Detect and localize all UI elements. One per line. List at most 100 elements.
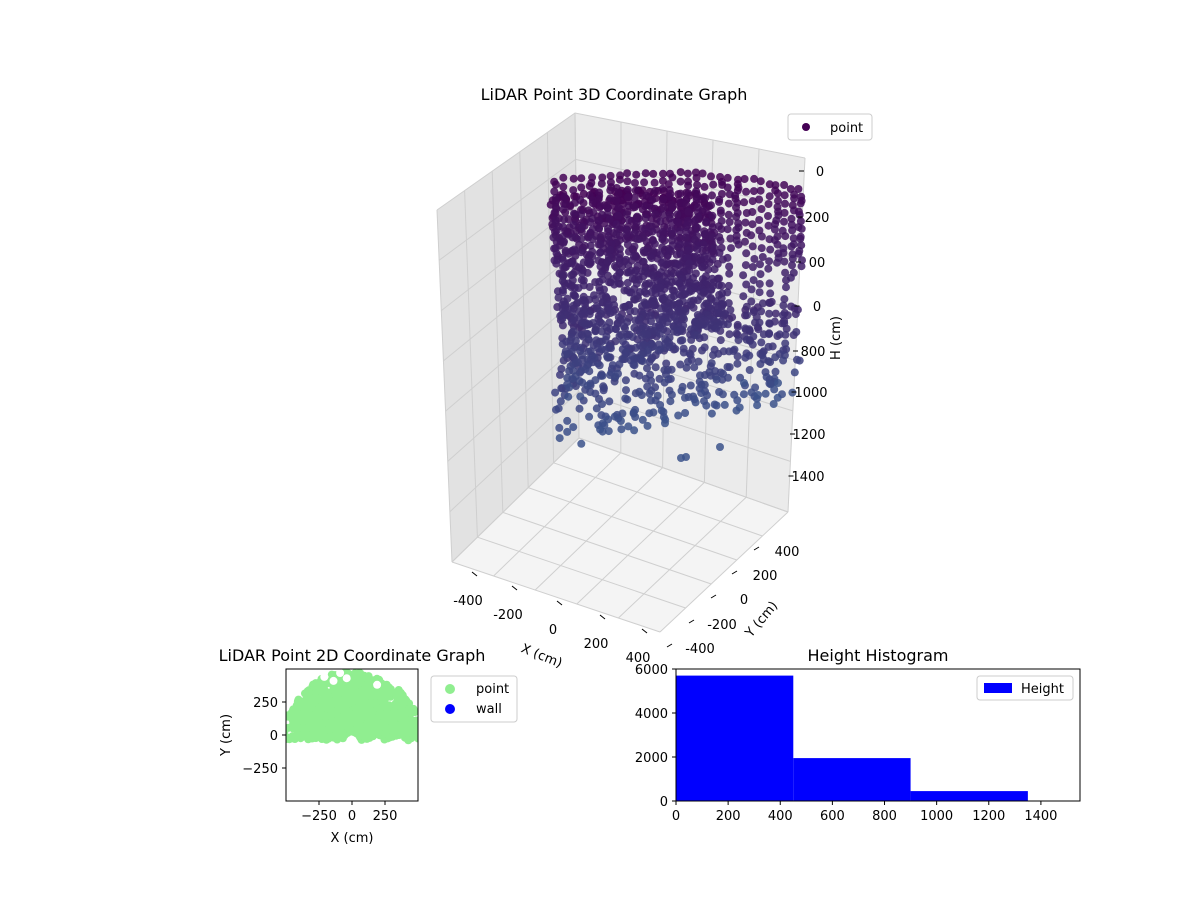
lidar-point-3d [649, 408, 658, 417]
lidar-point-3d [718, 255, 727, 264]
lidar-point-3d [654, 346, 663, 355]
lidar-point-3d [779, 301, 788, 310]
scatter-2d-chart: LiDAR Point 2D Coordinate Graph −250 0 250… [219, 646, 518, 846]
lidar-point-3d [782, 276, 790, 285]
lidar-point-2d [405, 706, 414, 715]
lidar-point-3d [630, 242, 639, 251]
lidar-point-3d [577, 210, 586, 219]
lidar-point-2d [317, 697, 326, 706]
lidar-point-3d [577, 330, 586, 339]
lidar-point-3d [582, 321, 591, 330]
lidar-point-3d [610, 412, 619, 421]
lidar-point-3d [780, 319, 789, 328]
lidar-point-2d [380, 696, 389, 705]
lidar-point-3d [578, 269, 587, 278]
grid-line-3d [528, 487, 737, 561]
grid-line-3d [618, 496, 747, 619]
lidar-point-3d [700, 182, 709, 191]
lidar-point-3d [756, 260, 764, 269]
lidar-point-3d [755, 216, 764, 224]
lidar-point-3d [725, 330, 734, 339]
lidar-point-3d [725, 269, 734, 278]
legend-hist-swatch [984, 683, 1012, 693]
y-tick-label-hist: 6000 [635, 663, 668, 678]
lidar-point-3d [625, 288, 634, 297]
lidar-point-3d [586, 388, 595, 396]
lidar-point-3d [606, 325, 615, 334]
lidar-point-3d [556, 397, 565, 406]
x-tick-label-3d: 0 [549, 623, 557, 638]
lidar-point-3d [679, 348, 688, 357]
axes-3d-ticks: -400-2000200400-400-20002004000200000800… [453, 165, 829, 666]
lidar-point-3d [724, 281, 733, 290]
lidar-point-3d [705, 368, 714, 377]
lidar-point-3d [567, 259, 576, 268]
lidar-point-3d [742, 311, 751, 320]
lidar-point-3d [631, 179, 639, 187]
lidar-point-3d [683, 221, 692, 230]
lidar-point-3d [675, 227, 684, 236]
lidar-point-3d [624, 215, 633, 224]
lidar-point-2d [371, 699, 380, 708]
lidar-point-3d [780, 181, 789, 189]
lidar-point-3d [624, 247, 633, 256]
lidar-point-3d [770, 225, 779, 234]
lidar-point-3d [780, 191, 789, 200]
lidar-point-3d [556, 370, 564, 379]
lidar-point-3d [642, 191, 651, 200]
lidar-point-3d [659, 203, 667, 212]
lidar-point-3d [757, 232, 766, 241]
lidar-point-3d [781, 199, 789, 208]
lidar-point-3d [551, 180, 560, 189]
lidar-point-3d [647, 254, 656, 263]
lidar-point-3d [570, 245, 579, 254]
lidar-point-3d [566, 341, 575, 350]
lidar-point-3d [632, 170, 641, 179]
lidar-point-3d [551, 388, 560, 397]
lidar-point-3d [741, 324, 750, 333]
lidar-point-2d [344, 690, 353, 699]
lidar-point-3d [569, 423, 578, 432]
lidar-point-3d [666, 397, 675, 406]
lidar-point-3d [638, 357, 647, 366]
lidar-point-3d [742, 335, 751, 344]
lidar-point-3d [781, 232, 790, 241]
lidar-point-3d [642, 280, 650, 288]
lidar-point-3d [651, 186, 660, 195]
lidar-point-3d [614, 211, 623, 220]
lidar-point-3d [645, 357, 654, 366]
lidar-point-3d [623, 240, 632, 249]
lidar-point-3d [606, 245, 614, 254]
lidar-point-2d [389, 709, 397, 718]
lidar-point-3d [739, 271, 748, 280]
x-tick-label-hist: 0 [672, 809, 680, 824]
legend-2d-point-label: point [476, 682, 509, 697]
lidar-point-3d [691, 398, 700, 407]
legend-hist: Height [976, 675, 1074, 701]
lidar-point-3d [640, 178, 649, 187]
lidar-point-3d [739, 292, 748, 301]
lidar-point-3d [724, 199, 733, 208]
lidar-point-3d [658, 184, 667, 193]
lidar-point-3d [725, 347, 734, 356]
lidar-point-3d [773, 258, 781, 267]
lidar-point-3d [787, 302, 796, 311]
lidar-point-2d [299, 723, 307, 732]
grid-line-3d [436, 209, 453, 563]
x-tick-label-3d: 200 [584, 637, 609, 652]
lidar-point-3d [558, 223, 567, 231]
lidar-point-3d [595, 224, 603, 233]
lidar-point-3d [586, 241, 595, 250]
lidar-point-3d [725, 363, 734, 372]
y-tick-mark-3d [731, 570, 738, 575]
lidar-point-3d [762, 373, 771, 381]
lidar-point-3d [639, 257, 648, 266]
histogram-bar [793, 758, 911, 801]
lidar-point-3d [740, 379, 748, 387]
lidar-point-3d [733, 359, 742, 368]
lidar-point-3d [595, 361, 604, 370]
lidar-point-2d [312, 687, 321, 695]
lidar-point-3d [552, 259, 561, 268]
y-tick-label-3d: 0 [740, 593, 748, 608]
